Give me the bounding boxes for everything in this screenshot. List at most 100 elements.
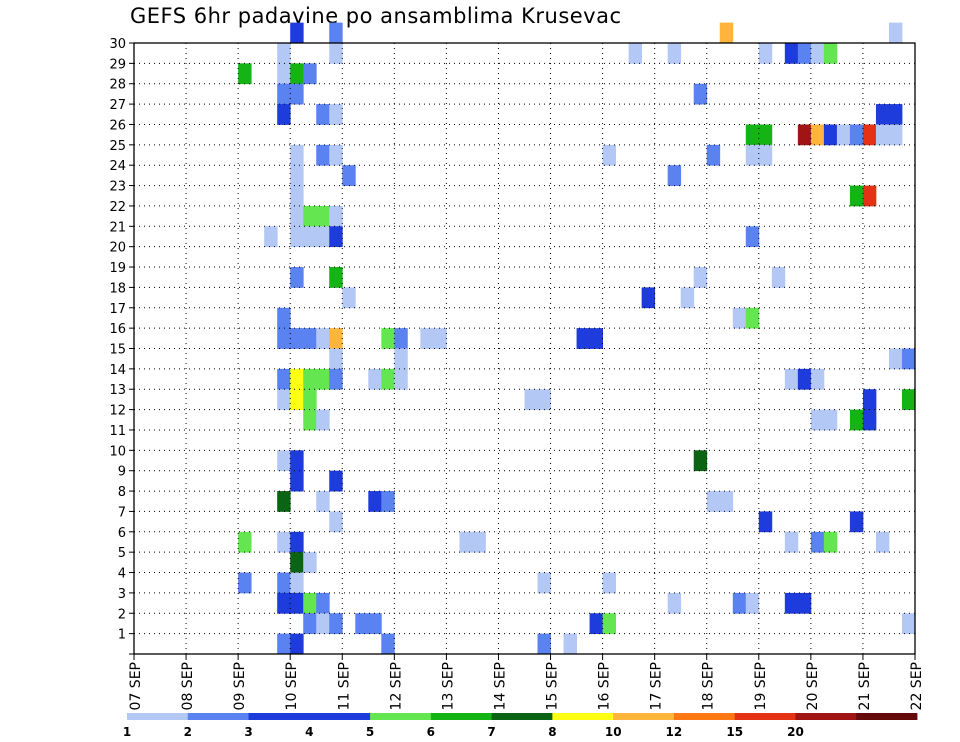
heatmap-cell <box>277 368 291 390</box>
x-tick-label: 19 SEP <box>753 662 769 710</box>
heatmap-cell <box>329 328 343 349</box>
heatmap-cell <box>888 104 903 125</box>
heatmap-cell <box>732 592 747 614</box>
heatmap-cell <box>524 389 538 410</box>
heatmap-cell <box>316 144 330 166</box>
heatmap-cell <box>316 409 330 431</box>
heatmap-cell <box>394 368 408 390</box>
heatmap-cell <box>381 328 395 349</box>
heatmap-cell <box>238 531 252 553</box>
heatmap-cell <box>290 267 304 288</box>
heatmap-cell <box>290 226 304 248</box>
heatmap-cell <box>732 307 747 329</box>
heatmap-cell <box>693 450 708 472</box>
heatmap-cell <box>381 368 395 390</box>
heatmap-cell <box>823 124 838 146</box>
heatmap-cell <box>316 205 330 227</box>
y-tick-label: 6 <box>118 526 126 541</box>
heatmap-cell <box>745 226 760 248</box>
heatmap-cell <box>329 511 343 533</box>
y-tick-label: 27 <box>109 98 126 113</box>
heatmap-cell <box>290 328 304 349</box>
heatmap-cell <box>719 491 734 512</box>
heatmap-cell <box>706 491 721 512</box>
heatmap-cell <box>303 389 317 410</box>
y-tick-label: 30 <box>109 37 126 52</box>
y-tick-label: 12 <box>109 404 126 419</box>
heatmap-cell <box>797 592 812 614</box>
legend-label: 15 <box>726 725 743 739</box>
heatmap-cell <box>784 592 799 614</box>
heatmap-cell <box>329 368 343 390</box>
heatmap-cell <box>277 63 291 85</box>
heatmap-cell <box>303 368 317 390</box>
heatmap-cell <box>290 165 304 186</box>
heatmap-cell <box>290 22 304 44</box>
legend-color-swatch <box>795 713 857 720</box>
x-tick-label: 07 SEP <box>128 662 144 710</box>
heatmap-cell <box>888 348 903 370</box>
heatmap-cell <box>693 83 708 105</box>
heatmap-cell <box>862 409 877 431</box>
y-tick-label: 23 <box>109 180 126 195</box>
x-tick-label: 12 SEP <box>388 662 404 710</box>
heatmap-cell <box>810 531 825 553</box>
heatmap-cell <box>329 613 343 635</box>
x-tick-label: 09 SEP <box>232 662 248 710</box>
heatmap-cell <box>238 572 252 594</box>
legend-label: 1 <box>123 725 131 739</box>
legend-label: 8 <box>548 725 556 739</box>
heatmap-cell <box>758 124 773 146</box>
heatmap-cell <box>316 104 330 125</box>
heatmap-cell <box>277 43 291 64</box>
heatmap-cell <box>693 267 708 288</box>
heatmap-cell <box>329 43 343 64</box>
legend-color-swatch <box>491 713 553 720</box>
legend-label: 5 <box>366 725 374 739</box>
heatmap-cell <box>420 328 434 349</box>
heatmap-cell <box>316 613 330 635</box>
x-tick-label: 22 SEP <box>909 662 925 710</box>
heatmap-cell <box>745 124 760 146</box>
heatmap-cell <box>277 633 291 655</box>
heatmap-cell <box>277 307 291 329</box>
heatmap-cell <box>901 613 915 635</box>
heatmap-cell <box>290 368 304 390</box>
heatmap-cell <box>290 552 304 573</box>
heatmap-cell <box>836 124 851 146</box>
y-tick-label: 19 <box>109 261 126 276</box>
y-tick-label: 15 <box>109 343 126 358</box>
heatmap-cell <box>329 104 343 125</box>
heatmap-cell <box>329 267 343 288</box>
heatmap-cell <box>303 63 317 85</box>
heatmap-cell <box>784 368 799 390</box>
heatmap-cell <box>537 389 551 410</box>
heatmap-cell <box>433 328 447 349</box>
heatmap-cell <box>316 592 330 614</box>
legend-color-swatch <box>856 713 918 720</box>
heatmap-cell <box>602 144 617 166</box>
heatmap-cell <box>719 22 734 44</box>
heatmap-cell <box>329 22 343 44</box>
heatmap-cell <box>810 43 825 64</box>
heatmap-cell <box>472 531 486 553</box>
y-tick-label: 26 <box>109 118 126 133</box>
heatmap-cell <box>667 592 682 614</box>
heatmap-cell <box>394 328 408 349</box>
legend-label: 4 <box>305 725 313 739</box>
y-tick-label: 14 <box>109 363 126 378</box>
heatmap-cell <box>823 531 838 553</box>
heatmap-cell <box>758 144 773 166</box>
legend-label: 20 <box>787 725 804 739</box>
heatmap-cell <box>667 43 682 64</box>
heatmap-cell <box>797 43 812 64</box>
y-tick-label: 5 <box>118 546 126 561</box>
heatmap-cell <box>277 531 291 553</box>
heatmap-cell <box>810 124 825 146</box>
heatmap-cell <box>290 470 304 492</box>
legend-color-swatch <box>430 713 493 720</box>
heatmap-cell <box>290 572 304 594</box>
heatmap-cell <box>810 368 825 390</box>
heatmap-cell <box>862 389 877 410</box>
y-tick-label: 20 <box>109 241 126 256</box>
